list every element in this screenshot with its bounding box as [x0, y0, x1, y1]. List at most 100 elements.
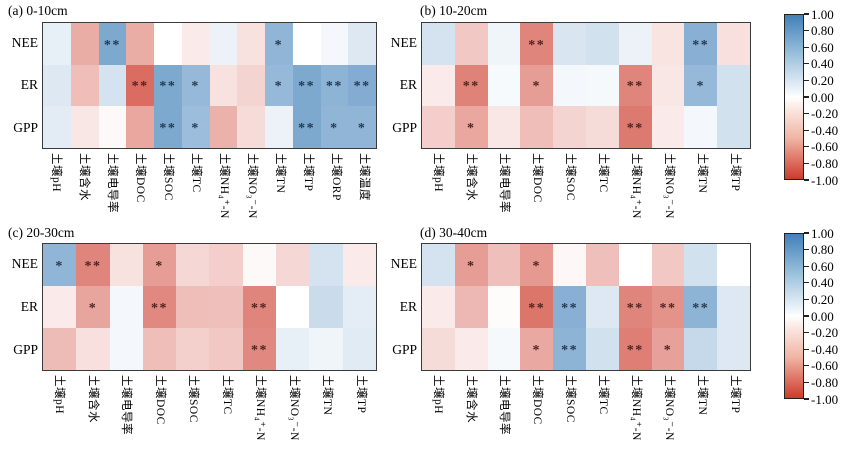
row-labels: NEE ER GPP: [0, 243, 38, 371]
heatmap-cell: [585, 106, 619, 148]
heatmap-cell: [43, 64, 71, 107]
heatmap-cell: [422, 244, 455, 286]
heatmap-cell: [276, 286, 310, 328]
heatmap-cell: [292, 23, 321, 65]
colorbar-tick: [804, 113, 809, 115]
significance-marker: **: [159, 121, 177, 137]
row-label: NEE: [390, 35, 417, 51]
colorbar-bottom: [784, 233, 804, 399]
colorbar-tick: [804, 13, 809, 15]
heatmap-cell: [487, 244, 521, 286]
column-label: 土壤TN: [696, 153, 708, 194]
heatmap-cell: [422, 286, 455, 328]
column-label: 土壤含水: [86, 375, 99, 423]
significance-marker: *: [191, 121, 200, 137]
heatmap-cell: *: [651, 328, 685, 370]
significance-marker: *: [466, 259, 476, 274]
heatmap-cell: [109, 244, 143, 286]
significance-marker: **: [131, 79, 149, 95]
row-label: GPP: [13, 119, 38, 135]
column-label: 土壤TP: [729, 375, 741, 414]
heatmap-cell: **: [520, 286, 554, 328]
colorbar-tick: [804, 265, 809, 267]
colorbar-tick-label: 0.80: [811, 23, 834, 39]
heatmap-cell: *: [265, 64, 293, 107]
row-labels: NEE ER GPP: [0, 22, 38, 149]
heatmap-cell: [717, 286, 750, 328]
colorbar-tick: [804, 129, 809, 131]
heatmap-cell: **: [242, 328, 277, 370]
significance-marker: **: [626, 301, 644, 316]
column-label: 土壤NO₃⁻-N: [663, 375, 675, 441]
column-label: 土壤NH₄⁺-N: [254, 375, 267, 441]
colorbar-tick-label: -0.80: [811, 374, 839, 390]
significance-marker: *: [330, 121, 339, 137]
significance-marker: **: [692, 301, 710, 316]
significance-marker: **: [325, 79, 343, 95]
significance-marker: **: [626, 79, 644, 95]
column-label: 土壤SOC: [564, 375, 576, 423]
row-label: ER: [399, 77, 417, 93]
significance-marker: **: [659, 301, 677, 316]
significance-marker: *: [155, 259, 164, 274]
heatmap-cell: [126, 106, 154, 148]
colorbar-tick-label: 0.20: [811, 291, 834, 307]
significance-marker: **: [528, 37, 546, 53]
column-label: 土壤SOC: [162, 153, 175, 201]
heatmap-cell: [76, 328, 110, 370]
significance-marker: **: [103, 37, 121, 53]
colorbar-tick: [804, 96, 809, 98]
heatmap-cell: [422, 328, 455, 370]
heatmap-cell: *: [265, 23, 293, 65]
heatmap-cell: [553, 106, 586, 148]
colorbar-tick-label: -0.40: [811, 341, 839, 357]
heatmap-cell: [618, 23, 652, 65]
colorbar-tick: [804, 332, 809, 334]
heatmap-cell: [553, 23, 586, 65]
heatmap-cell: **: [348, 64, 376, 107]
significance-marker: *: [274, 79, 284, 95]
column-label: 土壤pH: [53, 375, 66, 415]
heatmap-cell: *: [181, 106, 210, 148]
heatmap-cell: [43, 106, 71, 148]
column-label: 土壤电导率: [498, 153, 510, 213]
significance-marker: **: [561, 301, 579, 316]
heatmap-cell: [43, 23, 71, 65]
significance-marker: *: [55, 259, 64, 274]
heatmap-cell: [422, 64, 455, 107]
heatmap-cell: [454, 286, 488, 328]
significance-marker: **: [561, 343, 579, 358]
colorbar-tick-label: -0.60: [811, 139, 839, 155]
column-label: 土壤SOC: [564, 153, 576, 201]
heatmap-cell: [70, 23, 99, 65]
heatmap-cell: *: [520, 64, 554, 107]
heatmap-cell: *: [520, 244, 554, 286]
heatmap-cell: [487, 64, 521, 107]
heatmap-cell: [98, 64, 127, 107]
heatmap-grid: * * ** ** ** ** ** * ** ** *: [421, 243, 751, 371]
significance-marker: **: [151, 301, 169, 316]
row-label: GPP: [13, 341, 38, 357]
heatmap-cell: [585, 328, 619, 370]
column-label: 土壤含水: [465, 375, 477, 423]
heatmap-cell: [487, 286, 521, 328]
column-label: 土壤TP: [729, 153, 741, 192]
heatmap-cell: [348, 23, 376, 65]
heatmap-cell: **: [292, 64, 321, 107]
column-label: 土壤TC: [597, 375, 609, 415]
row-label: GPP: [392, 341, 417, 357]
heatmap-cell: [209, 286, 243, 328]
row-label: ER: [399, 299, 417, 314]
heatmap-cell: [342, 244, 376, 286]
column-label: 土壤NO₃⁻-N: [245, 153, 258, 219]
column-label: 土壤NO₃⁻-N: [287, 375, 300, 441]
heatmap-cell: [70, 64, 99, 107]
column-label: 土壤TN: [321, 375, 334, 416]
heatmap-cell: *: [181, 64, 210, 107]
heatmap-cell: [651, 64, 685, 107]
heatmap-cell: **: [454, 64, 488, 107]
colorbar-tick: [804, 63, 809, 65]
colorbar-tick: [804, 30, 809, 32]
panel-title-c: (c) 20-30cm: [8, 225, 75, 240]
heatmap-cell: [684, 106, 718, 148]
